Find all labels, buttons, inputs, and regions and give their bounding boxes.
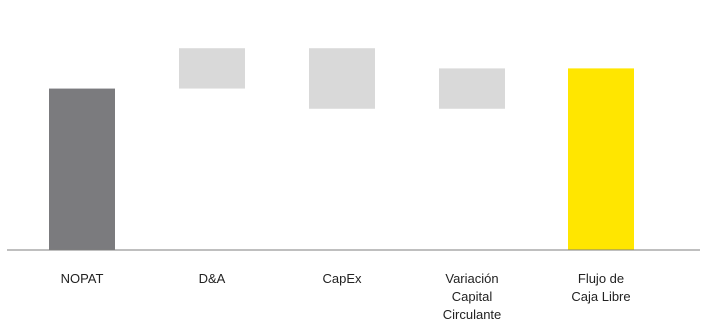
category-label-3-line-1: Capital (452, 289, 493, 304)
category-label-2-line-0: CapEx (322, 271, 362, 286)
bars-layer (49, 48, 634, 251)
bar-3 (439, 68, 505, 109)
category-label-0-line-0: NOPAT (61, 271, 104, 286)
bar-1 (179, 48, 245, 89)
bar-2 (309, 48, 375, 109)
bar-0 (49, 88, 115, 250)
category-labels: NOPAT D&A CapEx Variación Capital Circulante F… (61, 271, 631, 322)
category-label-4-line-0: Flujo de (578, 271, 624, 286)
category-label-4-line-1: Caja Libre (571, 289, 630, 304)
bar-4 (568, 68, 634, 251)
category-label-3-line-2: Circulante (443, 307, 502, 322)
category-label-3-line-0: Variación (445, 271, 498, 286)
category-label-1-line-0: D&A (199, 271, 226, 286)
